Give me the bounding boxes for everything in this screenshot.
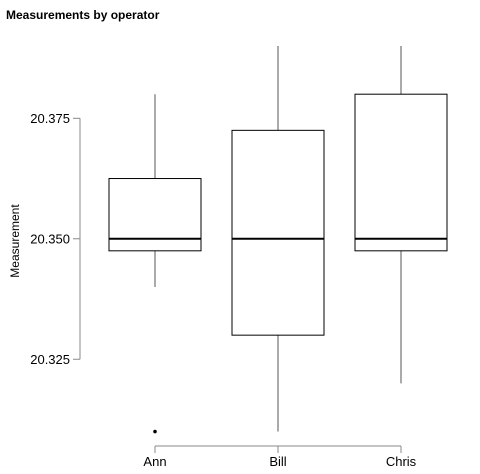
outlier-point: [153, 429, 157, 434]
x-axis: Ann Bill Chris: [143, 445, 417, 469]
x-tick-label: Chris: [386, 454, 417, 469]
boxes: [108, 46, 448, 434]
box-chris: [354, 46, 448, 384]
x-tick-label: Ann: [143, 454, 166, 469]
box-bill: [231, 46, 325, 432]
y-axis: 20.325 20.350 20.375: [30, 111, 81, 367]
iqr-box: [354, 93, 448, 252]
iqr-box: [231, 129, 325, 336]
box-ann: [108, 94, 202, 434]
y-tick-label: 20.350: [30, 231, 70, 246]
x-tick-label: Bill: [269, 454, 286, 469]
y-tick-label: 20.375: [30, 111, 70, 126]
y-tick-label: 20.325: [30, 352, 70, 367]
iqr-box: [108, 178, 202, 252]
chart-title: Measurements by operator: [6, 8, 160, 22]
y-axis-label: Measurement: [8, 204, 22, 278]
